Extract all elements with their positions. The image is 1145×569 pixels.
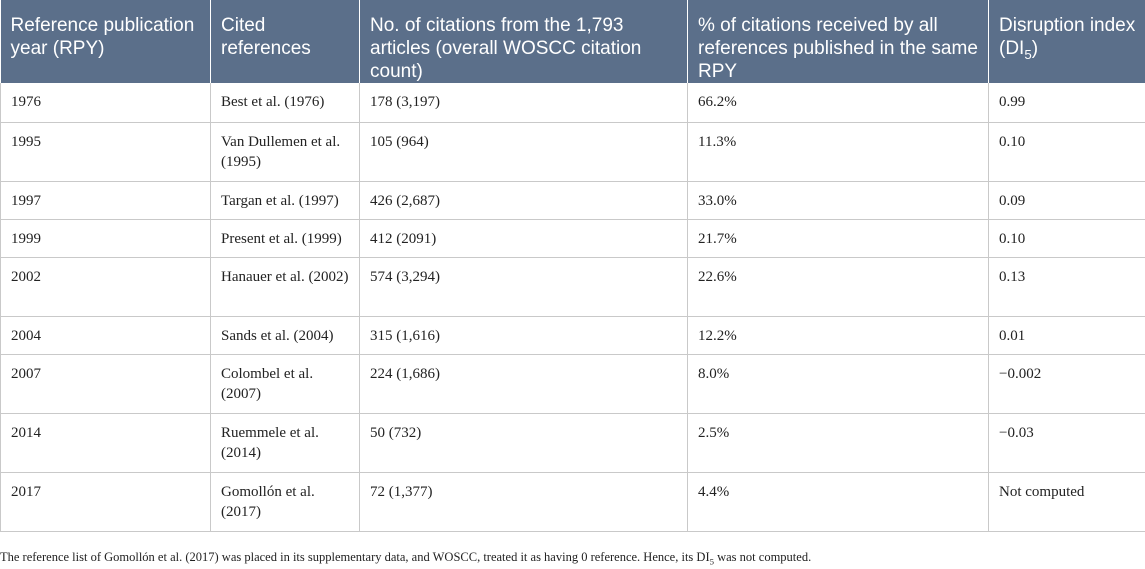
table-row: 1997 Targan et al. (1997) 426 (2,687) 33…	[0, 181, 1145, 220]
cell-rpy: 2002	[0, 257, 211, 317]
header-cited-references: Cited references	[210, 0, 360, 83]
cell-citations: 315 (1,616)	[359, 316, 688, 355]
header-percent-citations: % of citations received by all reference…	[687, 0, 989, 83]
table-row: 2017 Gomollón et al. (2017) 72 (1,377) 4…	[0, 472, 1145, 532]
cell-citations: 178 (3,197)	[359, 83, 688, 123]
cell-percent: 8.0%	[687, 354, 989, 414]
cell-rpy: 1997	[0, 181, 211, 220]
cell-rpy: 1976	[0, 83, 211, 123]
cell-di: 0.01	[988, 316, 1145, 355]
cell-citations: 72 (1,377)	[359, 472, 688, 532]
cell-rpy: 2004	[0, 316, 211, 355]
cell-di: 0.09	[988, 181, 1145, 220]
cell-di: Not computed	[988, 472, 1145, 532]
table-row: 2014 Ruemmele et al. (2014) 50 (732) 2.5…	[0, 413, 1145, 473]
cell-di: −0.002	[988, 354, 1145, 414]
cell-citations: 426 (2,687)	[359, 181, 688, 220]
table-row: 1995 Van Dullemen et al. (1995) 105 (964…	[0, 122, 1145, 182]
cell-percent: 22.6%	[687, 257, 989, 317]
cell-rpy: 1999	[0, 219, 211, 258]
cell-di: −0.03	[988, 413, 1145, 473]
cell-rpy: 2007	[0, 354, 211, 414]
cell-di: 0.99	[988, 83, 1145, 123]
cell-citations: 50 (732)	[359, 413, 688, 473]
header-rpy: Reference publication year (RPY)	[0, 0, 211, 83]
cell-citations: 412 (2091)	[359, 219, 688, 258]
cell-rpy: 1995	[0, 122, 211, 182]
cell-citations: 224 (1,686)	[359, 354, 688, 414]
table-row: 2007 Colombel et al. (2007) 224 (1,686) …	[0, 354, 1145, 414]
cell-reference: Ruemmele et al. (2014)	[210, 413, 360, 473]
cell-rpy: 2014	[0, 413, 211, 473]
header-citations: No. of citations from the 1,793 articles…	[359, 0, 688, 83]
cell-di: 0.10	[988, 122, 1145, 182]
cell-rpy: 2017	[0, 472, 211, 532]
cell-percent: 21.7%	[687, 219, 989, 258]
cell-reference: Sands et al. (2004)	[210, 316, 360, 355]
cell-percent: 4.4%	[687, 472, 989, 532]
cell-citations: 105 (964)	[359, 122, 688, 182]
cell-di: 0.10	[988, 219, 1145, 258]
cell-percent: 2.5%	[687, 413, 989, 473]
cell-percent: 66.2%	[687, 83, 989, 123]
table-header-row: Reference publication year (RPY) Cited r…	[0, 0, 1145, 83]
cell-citations: 574 (3,294)	[359, 257, 688, 317]
cell-percent: 33.0%	[687, 181, 989, 220]
header-disruption-index: Disruption index (DI5)	[988, 0, 1145, 83]
cell-di: 0.13	[988, 257, 1145, 317]
cell-reference: Gomollón et al. (2017)	[210, 472, 360, 532]
table-row: 1999 Present et al. (1999) 412 (2091) 21…	[0, 219, 1145, 258]
cell-reference: Present et al. (1999)	[210, 219, 360, 258]
cell-reference: Best et al. (1976)	[210, 83, 360, 123]
cell-percent: 11.3%	[687, 122, 989, 182]
cell-reference: Van Dullemen et al. (1995)	[210, 122, 360, 182]
citation-table: Reference publication year (RPY) Cited r…	[0, 0, 1145, 532]
table-row: 1976 Best et al. (1976) 178 (3,197) 66.2…	[0, 83, 1145, 123]
cell-reference: Colombel et al. (2007)	[210, 354, 360, 414]
table-row: 2002 Hanauer et al. (2002) 574 (3,294) 2…	[0, 257, 1145, 317]
table-footnote: The reference list of Gomollón et al. (2…	[0, 550, 812, 567]
table-row: 2004 Sands et al. (2004) 315 (1,616) 12.…	[0, 316, 1145, 355]
cell-percent: 12.2%	[687, 316, 989, 355]
cell-reference: Targan et al. (1997)	[210, 181, 360, 220]
cell-reference: Hanauer et al. (2002)	[210, 257, 360, 317]
